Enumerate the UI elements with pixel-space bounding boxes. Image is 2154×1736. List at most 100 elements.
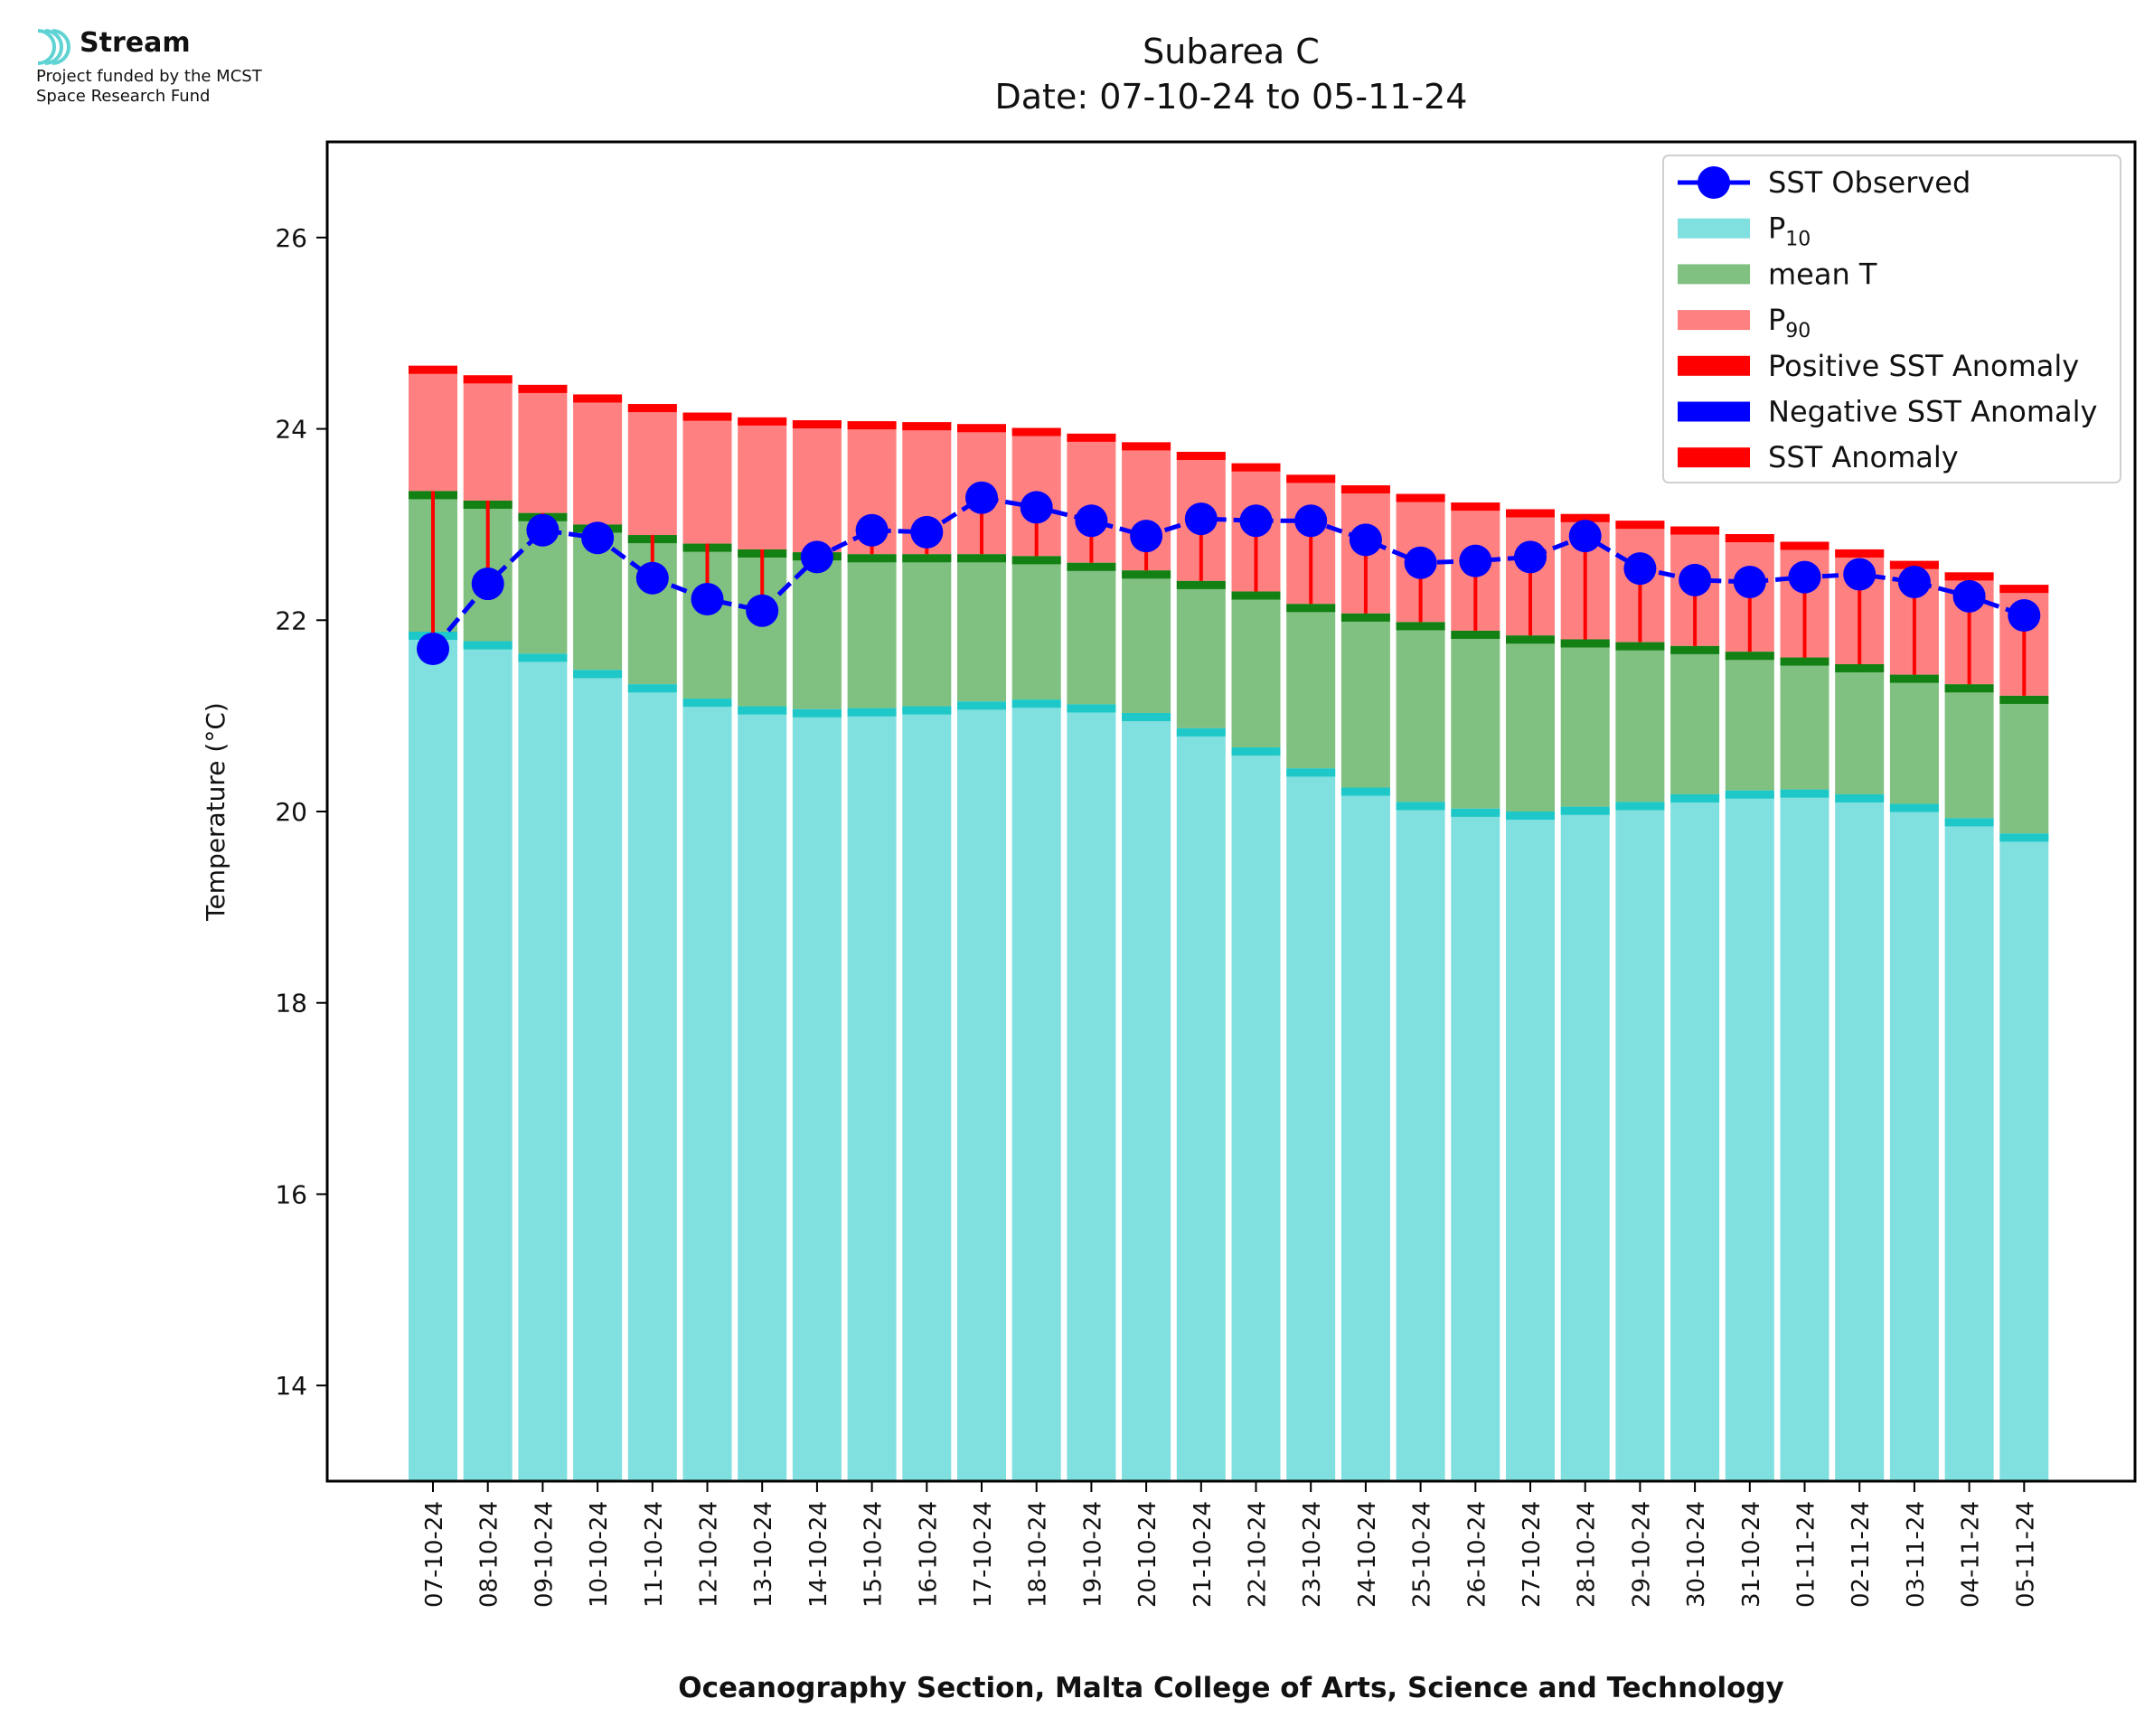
x-tick-label: 13-10-24	[750, 1501, 777, 1608]
legend-label-subscript: 10	[1785, 229, 1811, 251]
mean-bar	[1067, 562, 1116, 705]
p10-cap	[957, 701, 1006, 710]
x-axis: 07-10-24 08-10-24 09-10-24 10-10-24 11-10-24…	[421, 1481, 2039, 1608]
p90-bar	[573, 394, 623, 525]
mean-bar	[1780, 657, 1829, 790]
p10-cap	[1780, 789, 1829, 798]
p10-cap	[1011, 699, 1061, 708]
logo: Stream Project funded by the MCST Space …	[33, 23, 412, 123]
sst-observed-point	[965, 481, 998, 514]
y-tick-label: 22	[275, 605, 307, 635]
mean-cap	[1999, 695, 2049, 704]
p90-cap	[1340, 485, 1390, 494]
p90-cap	[1451, 502, 1500, 511]
p10-cap	[1286, 768, 1336, 777]
x-tick-label: 18-10-24	[1025, 1501, 1052, 1608]
p10-cap	[573, 670, 623, 679]
mean-bar	[1944, 684, 1994, 819]
y-tick-label: 20	[275, 797, 307, 827]
p10-bar	[902, 706, 952, 1481]
sst-observed-point	[1679, 563, 1712, 596]
p10-bar	[1615, 802, 1665, 1481]
chart-subtitle: Date: 07-10-24 to 05-11-24	[995, 77, 1468, 117]
x-tick-label: 15-10-24	[861, 1501, 888, 1608]
p10-bar	[1011, 699, 1061, 1481]
sst-observed-point	[1788, 560, 1821, 594]
mean-bar	[1670, 645, 1720, 794]
p90-cap	[1231, 463, 1281, 472]
sst-observed-point	[1075, 504, 1108, 538]
bar-layer	[409, 365, 2049, 1481]
p90-cap	[1122, 442, 1171, 451]
p90-cap	[957, 424, 1006, 433]
mean-bar	[1231, 591, 1281, 748]
x-tick-label: 17-10-24	[970, 1501, 997, 1608]
x-tick-label: 28-10-24	[1574, 1501, 1601, 1608]
sst-observed-point	[800, 540, 833, 574]
p10-bar	[463, 641, 513, 1481]
logo-note-line2: Space Research Fund	[36, 87, 211, 106]
p10-bar	[573, 670, 623, 1481]
legend-box	[1662, 155, 2121, 483]
mean-bar	[1451, 630, 1500, 809]
p90-cap	[1780, 541, 1829, 550]
p10-cap	[1067, 704, 1116, 713]
legend-label-observed: SST Observed	[1768, 165, 1971, 200]
sst-observed-point	[910, 515, 944, 549]
p10-cap	[1506, 812, 1555, 820]
p10-cap	[1451, 808, 1500, 817]
p10-cap	[1725, 790, 1774, 799]
stream-logo-icon	[37, 29, 71, 65]
p90-cap	[463, 375, 513, 384]
mean-cap	[847, 554, 897, 563]
mean-bar	[1725, 652, 1774, 791]
p10-cap	[792, 708, 842, 718]
mean-cap	[1670, 645, 1720, 654]
mean-cap	[1506, 635, 1555, 644]
p90-cap	[409, 365, 457, 374]
p10-bar	[1725, 790, 1774, 1481]
p90-cap	[1506, 509, 1555, 518]
mean-cap	[1780, 657, 1829, 666]
p10-bar	[792, 708, 842, 1481]
x-tick-label: 12-10-24	[696, 1501, 723, 1608]
x-tick-label: 10-10-24	[586, 1501, 613, 1608]
p90-cap	[847, 421, 897, 430]
mean-bar	[1506, 635, 1555, 812]
mean-bar	[1286, 604, 1336, 769]
p10-cap	[1835, 793, 1885, 802]
sst-observed-point	[691, 582, 724, 615]
y-tick-label: 24	[275, 415, 307, 445]
x-tick-label: 03-11-24	[1903, 1501, 1930, 1608]
mean-bar	[1999, 695, 2049, 834]
p90-bar	[627, 404, 677, 536]
p10-cap	[1396, 802, 1445, 811]
sst-observed-point	[1239, 504, 1273, 538]
x-tick-label: 14-10-24	[805, 1501, 832, 1608]
p10-bar	[627, 684, 677, 1481]
x-tick-label: 01-11-24	[1793, 1501, 1820, 1608]
p90-cap	[518, 384, 568, 393]
p10-cap	[627, 684, 677, 693]
p10-bar	[1670, 793, 1720, 1481]
p10-cap	[1560, 806, 1610, 815]
y-tick-label: 16	[275, 1179, 307, 1209]
mean-bar	[1835, 663, 1885, 794]
p10-cap	[738, 706, 787, 715]
x-tick-label: 09-10-24	[531, 1501, 558, 1608]
sst-observed-point	[1459, 544, 1492, 577]
mean-cap	[1340, 613, 1390, 622]
sst-observed-point	[471, 568, 504, 601]
x-tick-label: 27-10-24	[1519, 1501, 1546, 1608]
x-tick-label: 22-10-24	[1245, 1501, 1272, 1608]
p10-bar	[1067, 704, 1116, 1481]
logo-brand: Stream	[80, 27, 191, 59]
p10-cap	[1889, 803, 1939, 812]
p10-bar	[957, 701, 1006, 1481]
x-tick-label: 05-11-24	[2012, 1501, 2039, 1608]
x-tick-label: 30-10-24	[1683, 1501, 1710, 1608]
p10-bar	[1286, 768, 1336, 1481]
y-axis-label: Temperature (°C)	[201, 702, 230, 922]
p90-cap	[1067, 433, 1116, 442]
